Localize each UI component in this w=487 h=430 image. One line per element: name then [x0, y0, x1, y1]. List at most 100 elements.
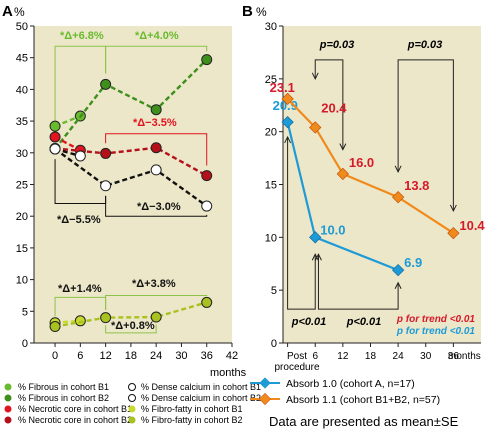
legend-item-necrotic-b2: % Necrotic core in cohort B2 [4, 415, 132, 425]
x-tick-label: 36 [448, 351, 460, 362]
x-tick-label: 42 [226, 350, 238, 362]
y-tick-label: 20 [16, 211, 28, 223]
panel-a-series [49, 54, 213, 333]
bracket-fibrous-12-36 [105, 45, 208, 74]
panel-b-brackets [284, 59, 457, 310]
legend-marker [4, 394, 12, 402]
data-point [150, 104, 162, 116]
legend-marker [4, 383, 12, 391]
legend-item-calcium-b2: % Dense calcium in cohort B2 [128, 393, 261, 403]
y-tick-label: 20 [265, 127, 277, 139]
legend-marker [4, 416, 12, 424]
panel-a-ylabel: % [14, 5, 25, 19]
arrow-head [394, 281, 402, 289]
series-line [54, 148, 208, 208]
data-label: 23.1 [270, 80, 295, 95]
legend-item-fibrofatty-b1: % Fibro-fatty in cohort B1 [128, 404, 243, 414]
y-tick-label: 25 [265, 74, 277, 86]
ann-fibrous-0-12: *Δ+6.8% [60, 30, 104, 42]
p-value-bottom-1: p<0.01 [291, 316, 327, 328]
data-label: 6.9 [404, 255, 422, 270]
arrow-head [339, 143, 347, 151]
y-tick-label: 45 [16, 53, 28, 65]
p-trend-blue: p for trend <0.01 [396, 326, 476, 337]
arrow-head [311, 253, 319, 261]
legend-label: Absorb 1.0 (cohort A, n=17) [286, 378, 415, 390]
y-tick-label: 50 [16, 21, 28, 33]
x-tick-label: 12 [337, 351, 349, 362]
p-value-top-1: p=0.03 [319, 39, 355, 51]
data-point [100, 147, 112, 159]
legend-item-fibrofatty-b2: % Fibro-fatty in cohort B2 [128, 415, 243, 425]
legend-item-calcium-b1: % Dense calcium in cohort B1 [128, 382, 261, 392]
data-point [49, 321, 61, 333]
bracket-p-top-2 [397, 59, 454, 211]
data-point [49, 120, 61, 132]
data-point [201, 170, 213, 182]
data-point [309, 231, 322, 244]
y-tick-label: 5 [271, 285, 277, 297]
data-point [201, 200, 213, 212]
bracket-fibrofatty-12-24 [105, 324, 157, 334]
legend-label: % Dense calcium in cohort B1 [141, 382, 261, 392]
y-tick-label: 10 [16, 275, 28, 287]
x-tick-label: 18 [125, 350, 137, 362]
data-point [150, 311, 162, 323]
data-label: 10.4 [459, 218, 485, 233]
y-tick-label: 10 [265, 232, 277, 244]
arrow-head [315, 253, 322, 261]
data-label: 10.0 [320, 222, 345, 237]
legend-label: % Fibrous in cohort B1 [18, 382, 109, 392]
panel-b-label: B [242, 3, 253, 20]
p-value-bottom-2: p<0.01 [346, 316, 382, 328]
legend-marker [4, 405, 12, 413]
legend-item-absorb-11: Absorb 1.1 (cohort B1+B2, n=57) [250, 392, 440, 406]
legend-marker [128, 405, 136, 413]
data-point [281, 92, 294, 106]
x-tick-label: 6 [77, 350, 83, 362]
x-tick-label: 6 [312, 351, 318, 362]
legend-label: % Necrotic core in cohort B2 [18, 415, 132, 425]
ann-fibrofatty-12-24: *Δ+0.8% [111, 320, 155, 332]
arrow-head [284, 135, 292, 144]
legend-marker [128, 394, 136, 402]
bracket-p-bottom-1 [287, 136, 316, 310]
legend-label: % Dense calcium in cohort B2 [141, 393, 261, 403]
ann-fibrofatty-0-12: *Δ+1.4% [58, 283, 102, 295]
panel-a-label: A [2, 3, 13, 20]
legend-marker [128, 383, 136, 391]
data-point [201, 296, 213, 308]
x-tick-label: 36 [201, 350, 213, 362]
data-point [201, 54, 213, 66]
ann-fibrous-12-36: *Δ+4.0% [135, 30, 179, 42]
panel-a-annotations [54, 45, 208, 334]
panel-b-axes: 0 5 10 15 20 25 30 6 12 18 24 30 36 [265, 21, 481, 362]
bracket-p-bottom-2 [317, 254, 399, 310]
data-label: 13.8 [404, 178, 429, 193]
data-point [150, 142, 162, 154]
panel-a: A % 0 5 10 15 20 25 30 35 40 45 50 0 6 12 18 24 30 36 42 m… [2, 3, 261, 425]
panel-a-plot-area [34, 26, 232, 343]
legend-item-fibrous-b1: % Fibrous in cohort B1 [4, 382, 109, 392]
legend-item-necrotic-b1: % Necrotic core in cohort B1 [4, 404, 132, 414]
data-point [100, 312, 112, 324]
y-tick-label: 25 [16, 180, 28, 192]
ann-calcium-12-36: *Δ−3.0% [137, 201, 181, 213]
legend-label: % Fibrous in cohort B2 [18, 393, 109, 403]
data-point [391, 191, 405, 204]
bracket-necrotic-12-36 [105, 133, 208, 166]
ann-fibrofatty-12-36: *Δ+3.8% [132, 278, 176, 290]
legend-label: Absorb 1.1 (cohort B1+B2, n=57) [286, 394, 440, 406]
legend-label: % Necrotic core in cohort B1 [18, 404, 132, 414]
y-tick-label: 5 [22, 306, 28, 318]
footnote: Data are presented as mean±SE [269, 414, 459, 429]
y-tick-label: 15 [265, 180, 277, 192]
data-point [336, 167, 350, 181]
data-point [100, 78, 112, 90]
p-value-top-2: p=0.03 [407, 39, 443, 51]
y-tick-label: 0 [271, 338, 277, 350]
data-point [49, 131, 61, 143]
data-label: 20.4 [321, 100, 347, 115]
series-line [54, 301, 208, 328]
legend-marker [259, 377, 271, 389]
